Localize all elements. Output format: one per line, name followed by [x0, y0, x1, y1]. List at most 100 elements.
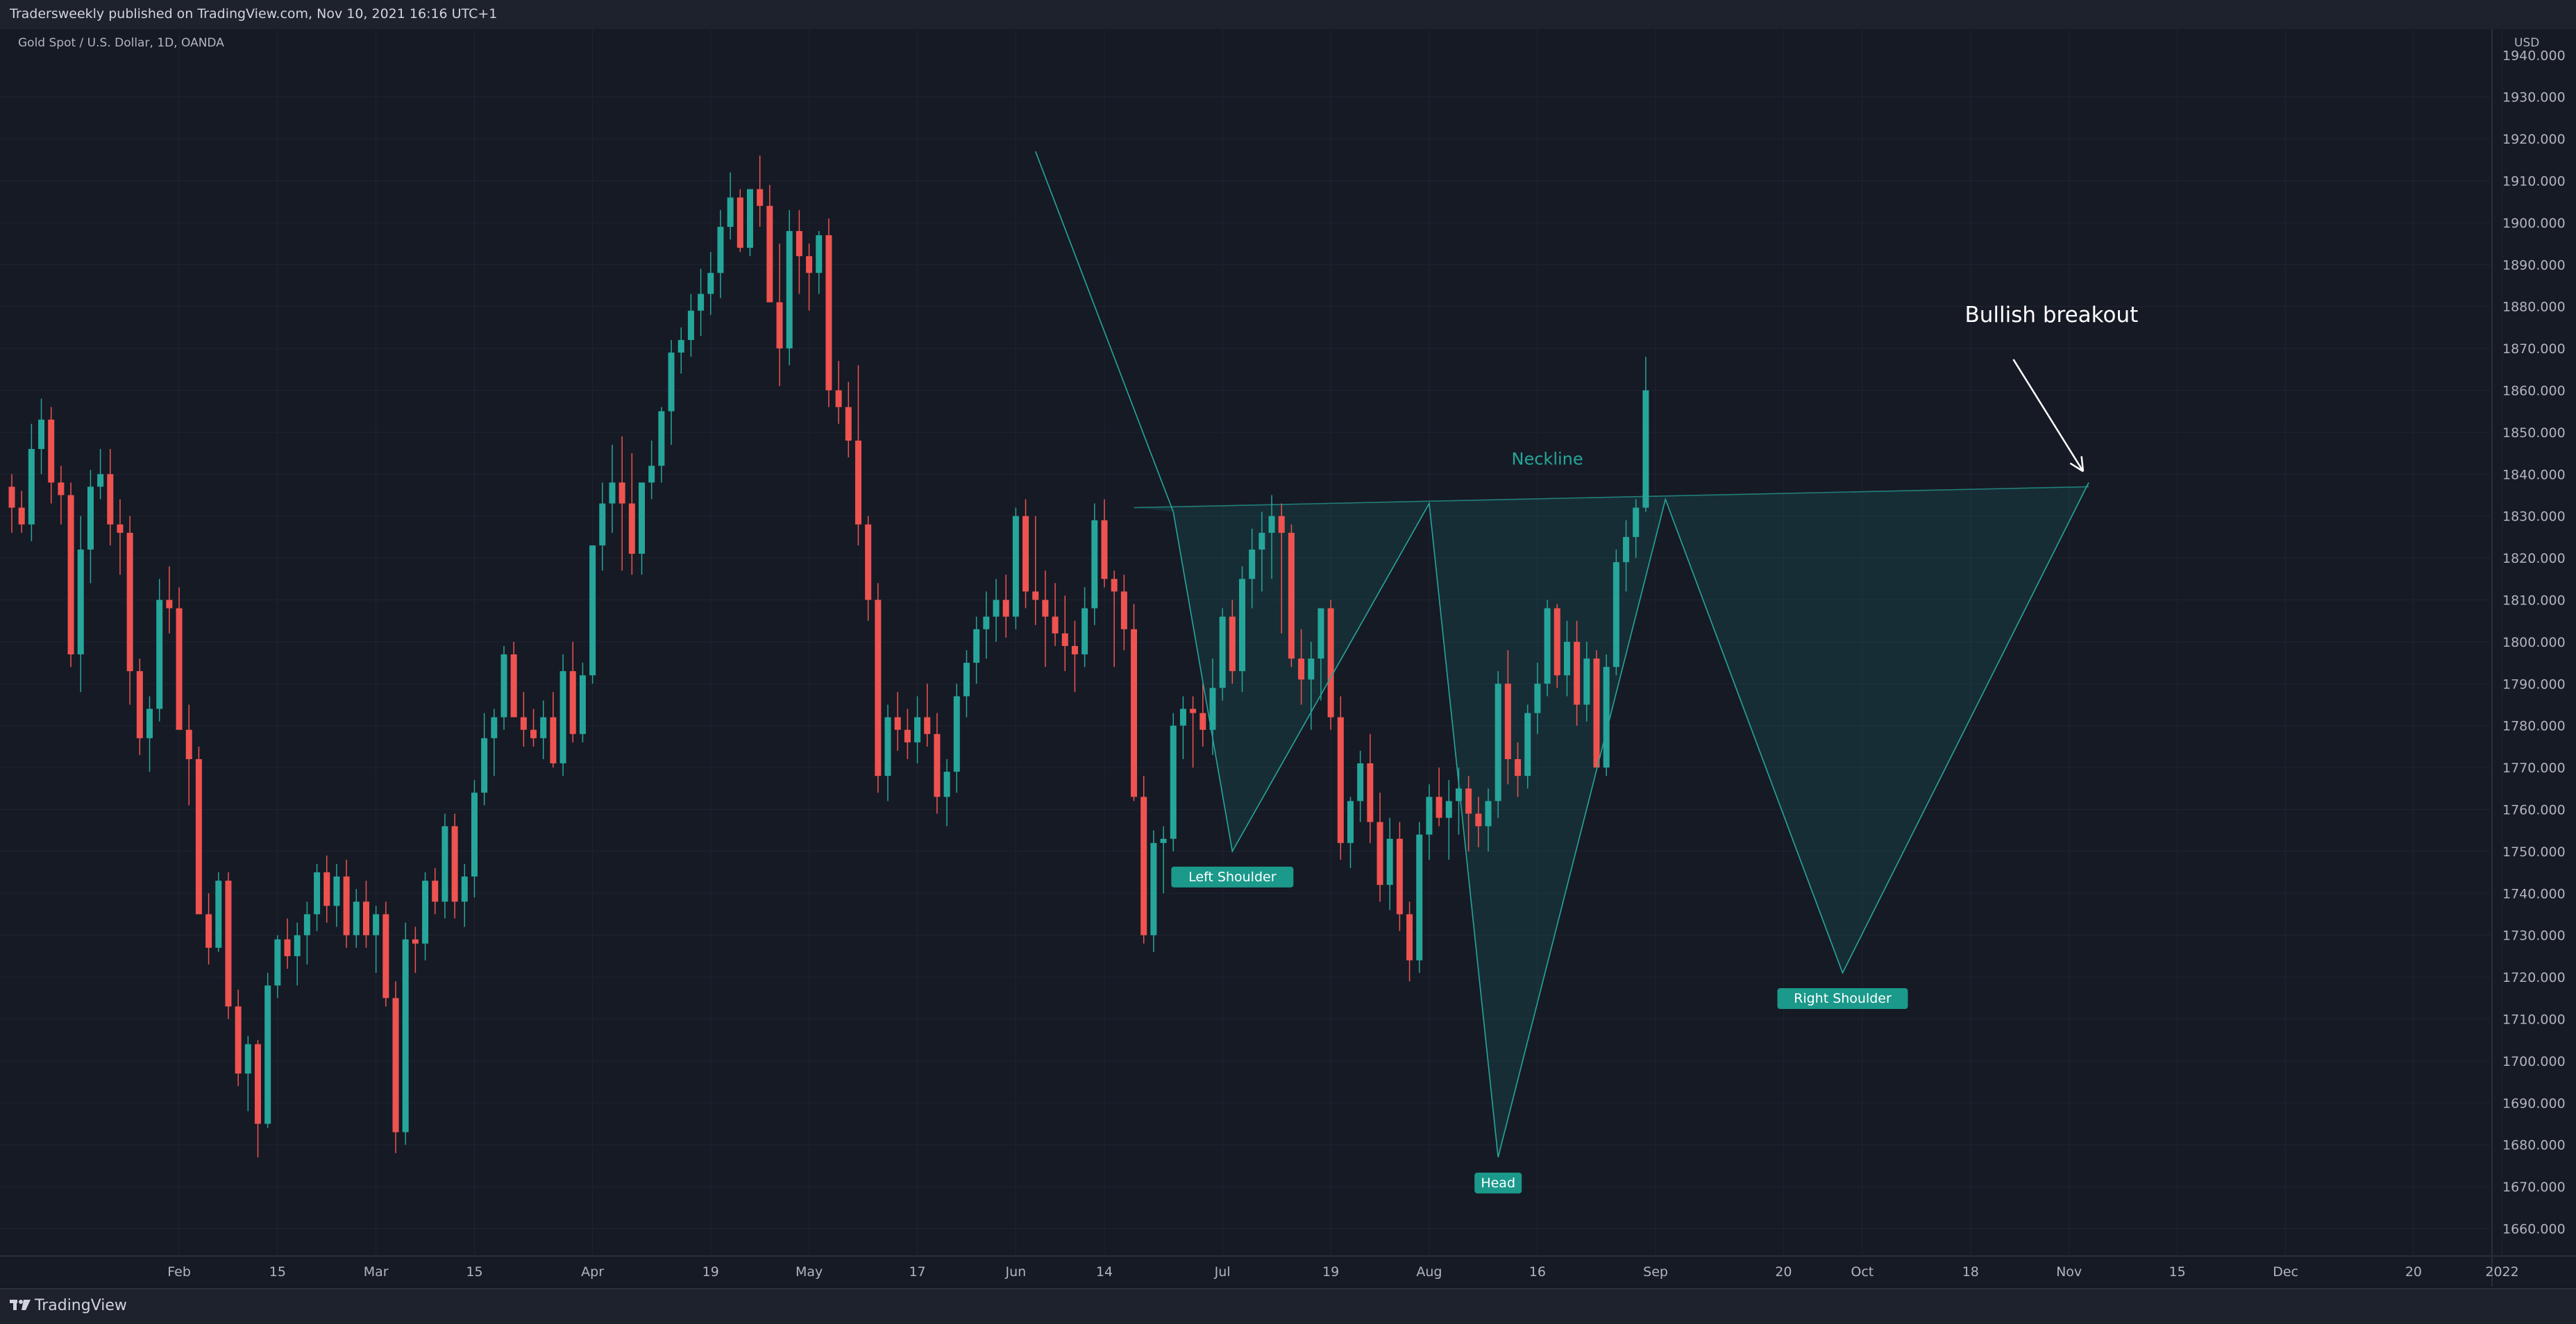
price-tick-label: 1680.000 — [2502, 1138, 2566, 1153]
candle-body — [707, 273, 714, 294]
candle-body — [215, 881, 222, 948]
candle-body — [530, 729, 537, 738]
candle-body — [973, 629, 980, 663]
time-tick-label: 16 — [1529, 1264, 1546, 1280]
candle-body — [1642, 390, 1649, 508]
candle-body — [924, 717, 931, 734]
candle-body — [1554, 608, 1560, 676]
candle-body — [1002, 600, 1009, 617]
candle-body — [1308, 659, 1315, 680]
candle-body — [736, 197, 743, 248]
price-tick-label: 1760.000 — [2502, 802, 2566, 817]
candle-body — [225, 881, 232, 1007]
candle-body — [1032, 591, 1039, 600]
pattern-label: Right Shoulder — [1794, 991, 1892, 1006]
candle-body — [67, 495, 74, 655]
candle-body — [1485, 801, 1492, 826]
candle-body — [1022, 516, 1029, 592]
candle-body — [284, 939, 291, 956]
candle-body — [589, 545, 596, 676]
candle-body — [412, 939, 419, 944]
candle-body — [648, 466, 655, 483]
candle-body — [1337, 717, 1344, 843]
candle-body — [244, 1044, 251, 1074]
candle-body — [1357, 763, 1364, 801]
price-tick-label: 1820.000 — [2502, 551, 2566, 566]
candle-body — [264, 985, 271, 1124]
candle-body — [559, 671, 566, 764]
candle-body — [540, 717, 547, 738]
candle-body — [658, 411, 665, 466]
candlestick-chart[interactable]: 1660.000 1670.000 1680.000 1690.000 1700.000… — [0, 29, 2576, 1287]
candle-body — [333, 876, 340, 906]
publish-info: Tradersweekly published on TradingView.c… — [10, 6, 498, 22]
time-tick-label: 20 — [1775, 1264, 1792, 1280]
price-tick-label: 1940.000 — [2502, 48, 2566, 63]
candle-body — [1199, 713, 1206, 730]
time-tick-label: 18 — [1962, 1264, 1979, 1280]
time-tick-label: Feb — [167, 1264, 191, 1280]
candle-body — [1367, 763, 1374, 822]
time-axis[interactable]: Feb 15 Mar 15 Apr 19 May 17 Jun 14 Jul 19 Aug 16 Sep 20… — [167, 1264, 2518, 1280]
candle-body — [1258, 532, 1265, 550]
candle-body — [28, 449, 35, 525]
price-tick-label: 1740.000 — [2502, 886, 2566, 901]
candle-body — [943, 772, 950, 797]
candle-body — [185, 729, 192, 760]
time-tick-label: Dec — [2273, 1264, 2298, 1280]
time-tick-label: Nov — [2056, 1264, 2082, 1280]
candle-body — [1504, 684, 1511, 760]
candle-body — [1633, 507, 1640, 537]
candle-body — [1120, 591, 1127, 629]
candle-body — [550, 717, 557, 764]
time-tick-label: 19 — [1322, 1264, 1339, 1280]
candle-body — [1042, 600, 1049, 617]
candle-body — [87, 486, 94, 550]
candle-body — [835, 390, 842, 407]
candle-body — [1327, 608, 1334, 718]
candle-body — [1091, 520, 1098, 609]
candle-body — [362, 901, 369, 935]
pattern-area — [1134, 482, 2089, 1157]
candle-body — [579, 675, 586, 734]
candle-body — [432, 881, 439, 902]
candle-body — [500, 654, 507, 718]
candle-body — [1455, 788, 1462, 801]
candle-body — [825, 235, 832, 391]
candle-body — [747, 189, 753, 248]
candle-body — [303, 914, 310, 935]
candle-body — [1347, 801, 1354, 843]
candle-body — [8, 486, 15, 508]
candle-body — [1219, 616, 1226, 688]
annotation-text: Bullish breakout — [1964, 303, 2138, 328]
symbol-label[interactable]: Gold Spot / U.S. Dollar, 1D, OANDA — [18, 36, 224, 50]
candle-body — [1071, 645, 1078, 655]
candle-body — [845, 407, 852, 441]
price-tick-label: 1920.000 — [2502, 132, 2566, 147]
candle-body — [353, 901, 360, 935]
price-tick-label: 1830.000 — [2502, 509, 2566, 525]
price-tick-label: 1800.000 — [2502, 635, 2566, 650]
candle-body — [1298, 659, 1305, 680]
candle-body — [1140, 797, 1147, 935]
price-tick-label: 1860.000 — [2502, 383, 2566, 398]
candle-body — [766, 205, 773, 303]
chart-area[interactable]: 1660.000 1670.000 1680.000 1690.000 1700.000… — [0, 29, 2576, 1287]
price-axis[interactable]: 1660.000 1670.000 1680.000 1690.000 1700.000… — [2502, 48, 2566, 1237]
price-tick-label: 1730.000 — [2502, 928, 2566, 944]
candle-body — [677, 339, 684, 353]
pattern-label: Left Shoulder — [1188, 869, 1277, 885]
price-tick-label: 1910.000 — [2502, 173, 2566, 189]
brand-name[interactable]: TradingView — [35, 1297, 127, 1314]
candle-body — [687, 310, 694, 340]
price-tick-label: 1670.000 — [2502, 1180, 2566, 1195]
candle-body — [1268, 516, 1275, 533]
time-tick-label: 17 — [909, 1264, 925, 1280]
candle-body — [1209, 688, 1216, 730]
candle-body — [1249, 549, 1256, 579]
candle-body — [117, 524, 124, 533]
candle-body — [1613, 562, 1619, 668]
pattern-label: Head — [1481, 1176, 1515, 1191]
candle-body — [795, 230, 802, 257]
currency-label[interactable]: USD — [2514, 36, 2540, 50]
